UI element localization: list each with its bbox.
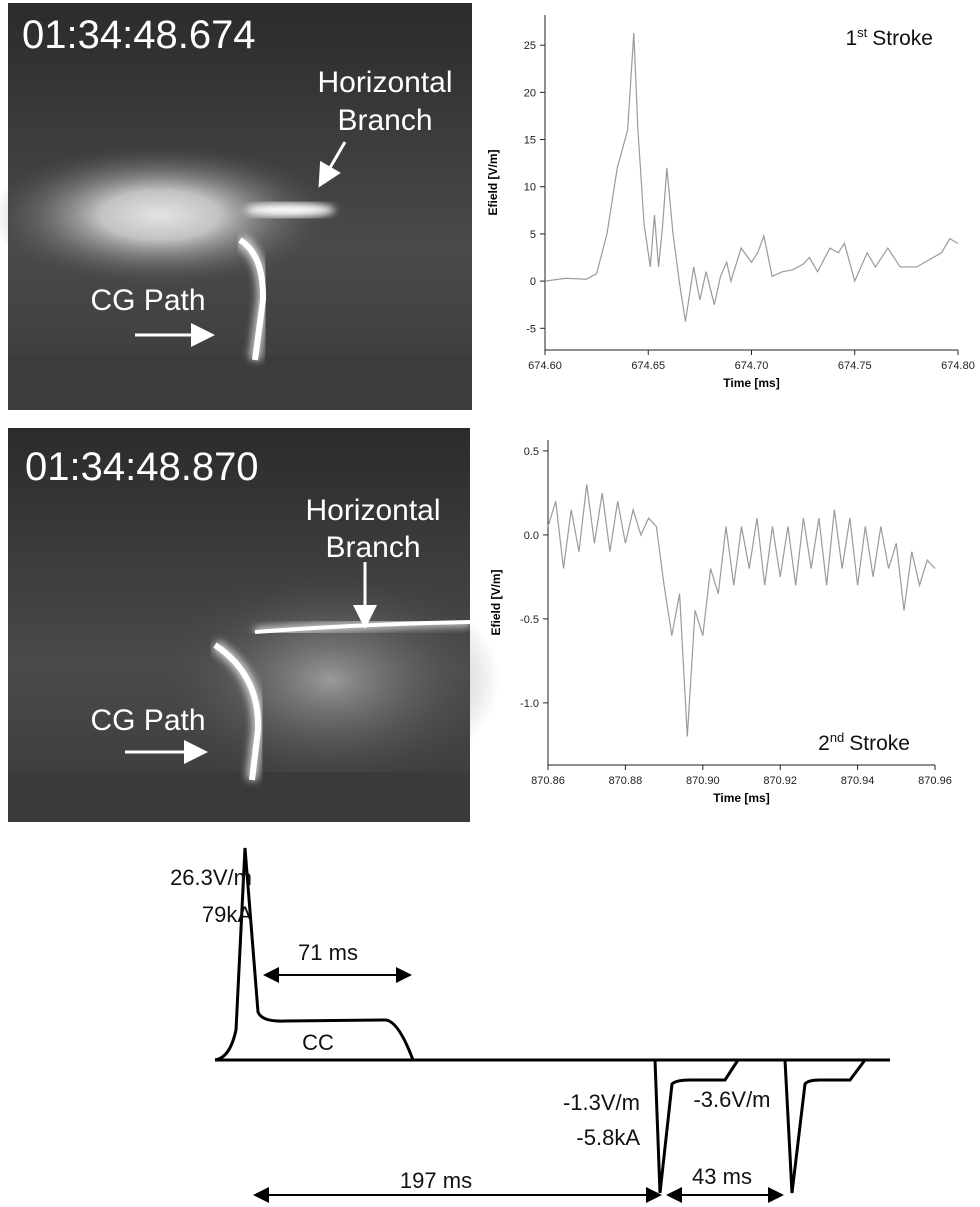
y-axis-label: Efield [V/m] xyxy=(489,569,503,635)
x-axis-label: Time [ms] xyxy=(723,376,779,390)
peak-current: 79kA xyxy=(202,902,252,927)
line-series xyxy=(544,32,959,322)
x-tick-label: 870.96 xyxy=(918,775,952,787)
x-axis-label: Time [ms] xyxy=(713,791,769,805)
y-tick-label: 20 xyxy=(524,87,536,99)
interval-label: 197 ms xyxy=(400,1168,472,1193)
x-tick-label: 674.75 xyxy=(838,360,872,372)
y-tick-label: 0 xyxy=(530,276,536,288)
x-tick-label: 870.88 xyxy=(609,775,643,787)
annotation-sup: st xyxy=(857,25,868,40)
annotation-number: 2 xyxy=(818,732,830,755)
x-tick-label: 870.94 xyxy=(841,775,875,787)
branch-label: Branch xyxy=(337,104,432,137)
x-tick-label: 870.92 xyxy=(763,775,797,787)
cc-label: CC xyxy=(302,1030,334,1055)
y-tick-label: 25 xyxy=(524,40,536,52)
branch-label: Horizontal xyxy=(317,66,452,99)
x-tick-label: 674.70 xyxy=(735,360,769,372)
line-series xyxy=(547,484,936,737)
annotation-text: Stroke xyxy=(849,732,910,755)
photo: 01:34:48.870 Horizontal Branch CG Path xyxy=(8,428,500,822)
waveform xyxy=(783,1059,867,1194)
y-axis-label: Efield [V/m] xyxy=(486,149,500,215)
path-label: CG Path xyxy=(90,284,205,317)
y-tick-label: -0.5 xyxy=(520,614,539,626)
x-tick-label: 870.90 xyxy=(686,775,720,787)
annotation-sup: nd xyxy=(830,730,844,745)
timestamp: 01:34:48.674 xyxy=(22,13,256,57)
photo: 01:34:48.674 Horizontal Branch CG Path xyxy=(0,3,472,410)
y-tick-label: 0.0 xyxy=(524,530,539,542)
path-label: CG Path xyxy=(90,704,205,737)
y-tick-label: 15 xyxy=(524,135,536,147)
annotation: 1st Stroke xyxy=(845,25,933,50)
cc-duration: 71 ms xyxy=(298,940,358,965)
y-tick-label: -5 xyxy=(526,323,536,335)
x-tick-label: 870.86 xyxy=(531,775,565,787)
stroke-field: -1.3V/m xyxy=(563,1090,640,1115)
x-tick-label: 674.80 xyxy=(941,360,975,372)
branch-label: Horizontal xyxy=(305,494,440,527)
timestamp: 01:34:48.870 xyxy=(25,445,259,489)
x-tick-label: 674.60 xyxy=(528,360,562,372)
stroke-field: -3.6V/m xyxy=(693,1087,770,1112)
annotation-text: Stroke xyxy=(872,27,933,50)
waveform xyxy=(653,1059,740,1194)
peak-field: 26.3V/m xyxy=(170,865,252,890)
y-tick-label: 5 xyxy=(530,229,536,241)
y-tick-label: 0.5 xyxy=(524,446,539,458)
annotation-number: 1 xyxy=(845,27,857,50)
interval-label: 43 ms xyxy=(692,1164,752,1189)
waveform xyxy=(214,847,415,1062)
x-tick-label: 674.65 xyxy=(631,360,665,372)
branch-label: Branch xyxy=(325,531,420,564)
schematic xyxy=(214,847,890,1203)
y-tick-label: -1.0 xyxy=(520,698,539,710)
annotation: 2nd Stroke xyxy=(818,730,910,755)
y-tick-label: 10 xyxy=(524,182,536,194)
stroke-current: -5.8kA xyxy=(576,1125,640,1150)
